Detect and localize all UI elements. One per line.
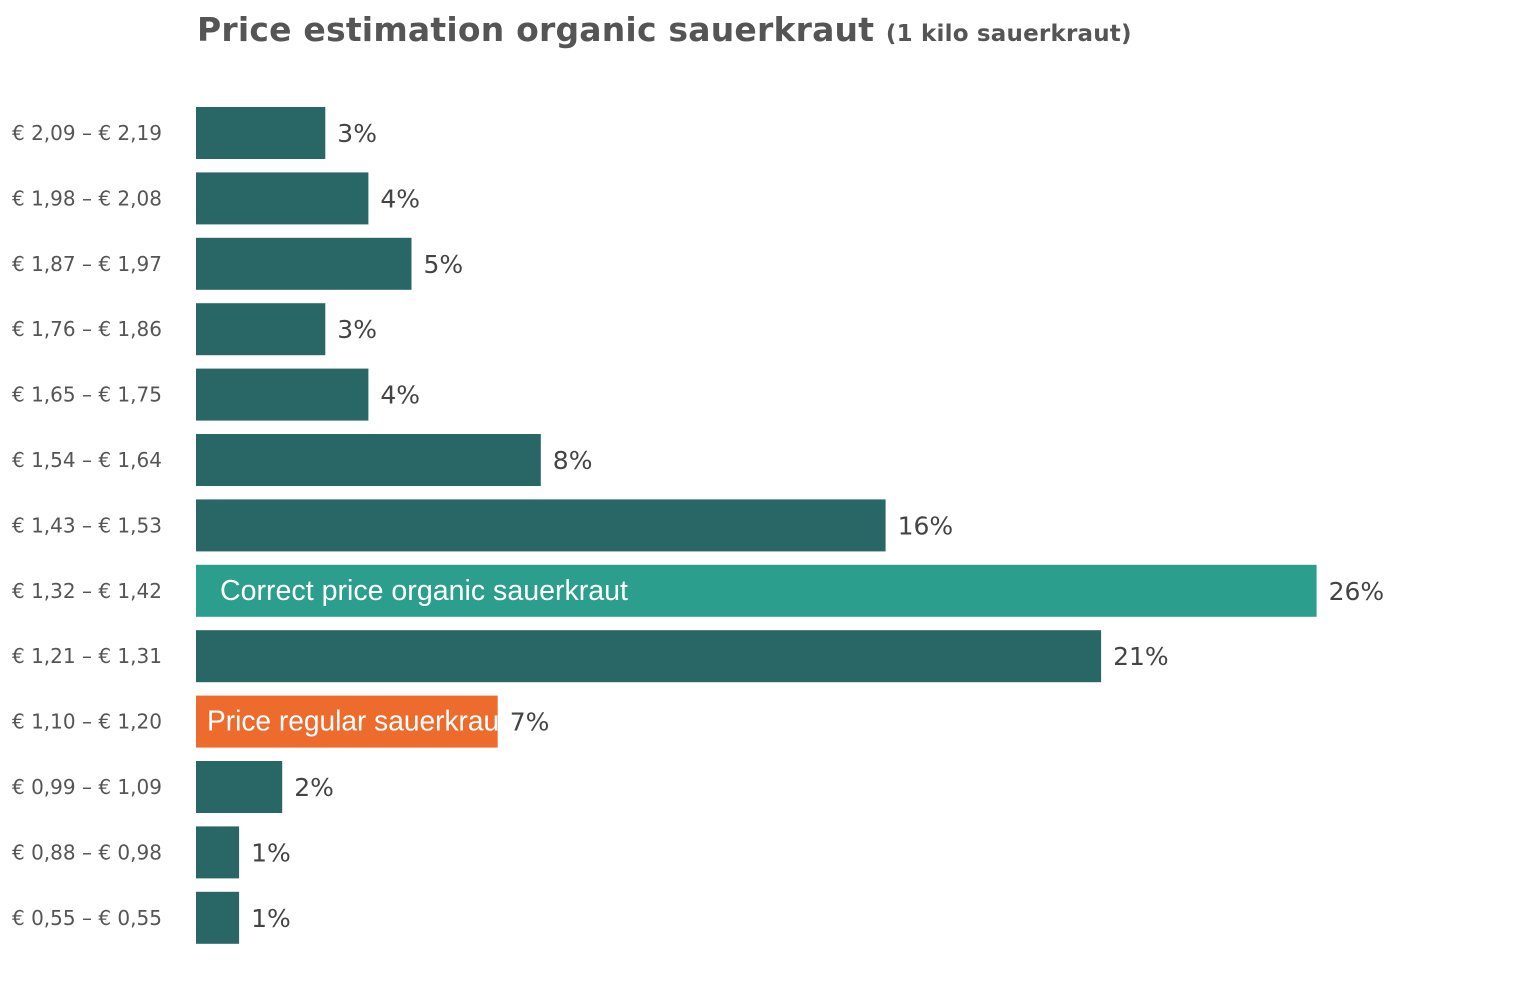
category-label: € 1,65 – € 1,75 bbox=[12, 383, 162, 407]
data-label: 4% bbox=[380, 184, 420, 213]
category-label: € 1,32 – € 1,42 bbox=[12, 579, 162, 603]
data-label: 3% bbox=[337, 119, 377, 148]
data-label: 1% bbox=[251, 838, 291, 867]
category-label: € 2,09 – € 2,19 bbox=[12, 121, 162, 145]
category-label: € 1,43 – € 1,53 bbox=[12, 513, 162, 537]
category-label: € 1,54 – € 1,64 bbox=[12, 448, 162, 472]
data-label: 5% bbox=[424, 250, 464, 279]
category-label: € 0,55 – € 0,55 bbox=[12, 906, 162, 930]
bar bbox=[196, 237, 412, 290]
chart-subtitle: (1 kilo sauerkraut) bbox=[885, 21, 1132, 47]
category-label: € 1,21 – € 1,31 bbox=[12, 644, 162, 668]
bar bbox=[196, 826, 240, 879]
data-label: 8% bbox=[553, 446, 593, 475]
bar bbox=[196, 107, 326, 159]
data-label: 16% bbox=[898, 511, 954, 540]
bar bbox=[196, 172, 369, 225]
data-label: 3% bbox=[337, 315, 377, 344]
bar bbox=[196, 695, 498, 748]
bar bbox=[196, 891, 240, 944]
data-label: 26% bbox=[1329, 577, 1385, 606]
data-label: 4% bbox=[380, 381, 420, 410]
bar bbox=[196, 761, 283, 813]
bar bbox=[196, 303, 326, 356]
category-label: € 0,88 – € 0,98 bbox=[12, 840, 162, 864]
chart-title-main: Price estimation organic sauerkraut bbox=[197, 10, 875, 49]
bar-annotation: Price regular sauerkraut bbox=[207, 706, 507, 738]
bar bbox=[196, 434, 541, 486]
data-label: 2% bbox=[294, 773, 334, 802]
category-label: € 1,10 – € 1,20 bbox=[12, 710, 162, 734]
category-label: € 1,87 – € 1,97 bbox=[12, 252, 162, 276]
bar-annotation: Correct price organic sauerkraut bbox=[220, 575, 628, 607]
data-label: 21% bbox=[1113, 642, 1169, 671]
bar bbox=[196, 368, 369, 421]
category-label: € 1,76 – € 1,86 bbox=[12, 317, 162, 341]
bar bbox=[196, 630, 1102, 683]
bar bbox=[196, 499, 886, 552]
category-label: € 1,98 – € 2,08 bbox=[12, 186, 162, 210]
chart-title: Price estimation organic sauerkraut (1 k… bbox=[197, 10, 1132, 49]
data-label: 7% bbox=[510, 708, 550, 737]
category-label: € 0,99 – € 1,09 bbox=[12, 775, 162, 799]
bar bbox=[196, 564, 1317, 617]
data-label: 1% bbox=[251, 904, 291, 933]
